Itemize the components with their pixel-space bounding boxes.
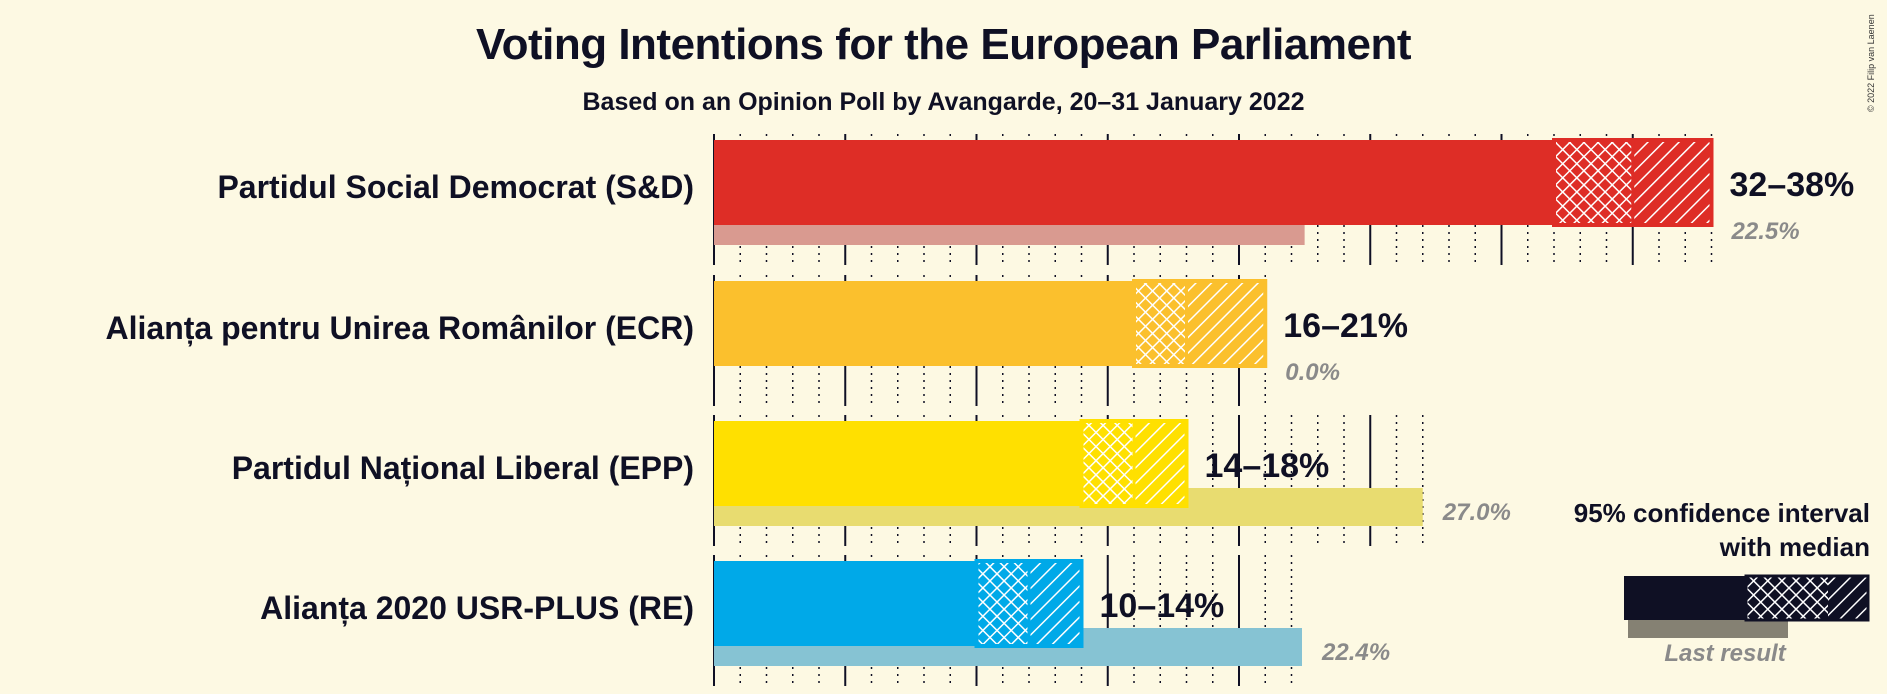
- range-label: 14–18%: [1205, 447, 1330, 485]
- chart-title: Voting Intentions for the European Parli…: [476, 20, 1411, 69]
- chart-subtitle: Based on an Opinion Poll by Avangarde, 2…: [582, 88, 1305, 116]
- lower-bound-bar: [714, 421, 1082, 506]
- last-result-label: 27.0%: [1442, 499, 1511, 526]
- ci-lower-hatch: [976, 561, 1029, 646]
- legend-title: 95% confidence interval with median: [1520, 496, 1870, 564]
- ci-upper-hatch: [1029, 561, 1082, 646]
- ci-outline: [1132, 279, 1268, 368]
- ci-lower-hatch: [1134, 281, 1187, 366]
- lower-bound-bar: [714, 281, 1134, 366]
- last-result-label: 0.0%: [1285, 359, 1340, 386]
- ci-upper-hatch: [1632, 140, 1712, 225]
- legend-layer: [1624, 574, 1870, 638]
- range-label: 32–38%: [1730, 166, 1855, 204]
- ci-upper-hatch: [1186, 281, 1266, 366]
- label-layer: Partidul Social Democrat (S&D) 32–38% 22.5…: [106, 166, 1855, 666]
- party-label: Partidul Social Democrat (S&D): [217, 169, 694, 205]
- party-label: Alianța pentru Unirea Românilor (ECR): [106, 310, 695, 346]
- legend-crosshatch-pattern: [1746, 576, 1828, 620]
- legend-diagonal-pattern: [1828, 576, 1868, 620]
- ci-upper-hatch: [1134, 421, 1187, 506]
- party-label: Partidul Național Liberal (EPP): [232, 450, 694, 486]
- legend-ci-outline: [1744, 574, 1870, 622]
- range-label: 16–21%: [1283, 307, 1408, 345]
- party-label: Alianța 2020 USR-PLUS (RE): [260, 590, 694, 626]
- legend-last-result-label: Last result: [1664, 640, 1786, 667]
- legend-last-result-bar: [1628, 618, 1788, 638]
- legend-solid-bar: [1624, 576, 1746, 620]
- bar-layer: [714, 138, 1714, 666]
- lower-bound-bar: [714, 561, 977, 646]
- last-result-label: 22.4%: [1321, 639, 1390, 666]
- legend-title-line1: 95% confidence interval: [1573, 498, 1870, 528]
- range-label: 10–14%: [1100, 587, 1225, 625]
- lower-bound-bar: [714, 140, 1554, 225]
- ci-lower-hatch: [1554, 140, 1633, 225]
- last-result-label: 22.5%: [1731, 218, 1800, 245]
- ci-lower-hatch: [1081, 421, 1134, 506]
- legend-title-line2: with median: [1719, 532, 1870, 562]
